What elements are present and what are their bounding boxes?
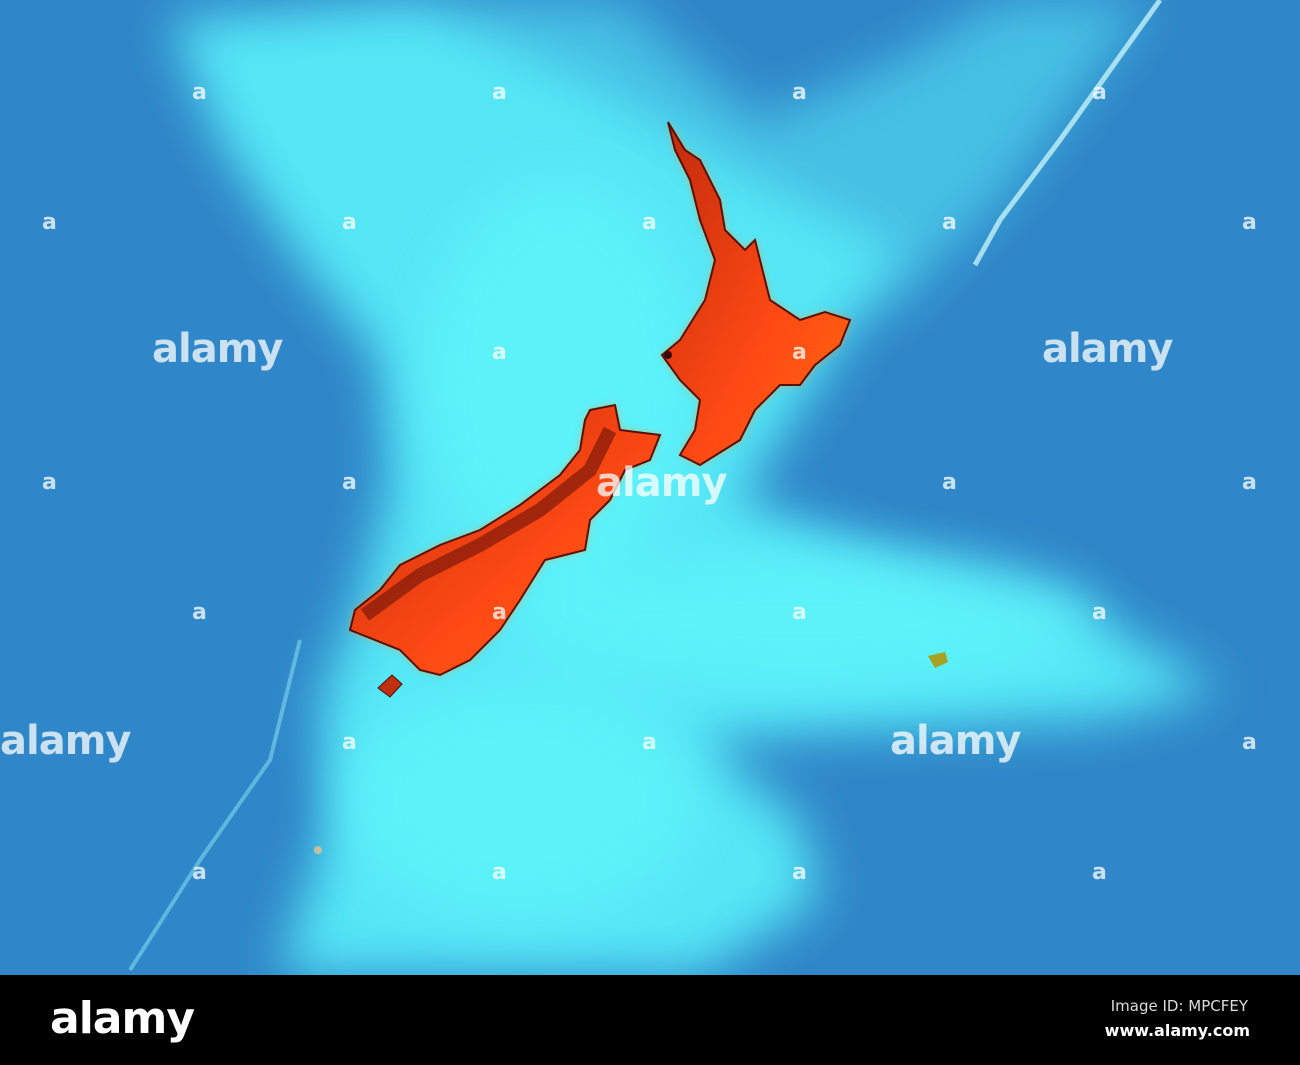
watermark-mark: a <box>192 600 207 625</box>
south-island <box>348 403 662 677</box>
north-island <box>660 121 852 467</box>
ocean-ridge <box>128 639 302 972</box>
watermark-mark: a <box>642 210 657 235</box>
site-url: www.alamy.com <box>1104 1021 1250 1040</box>
image-id: Image ID: MPCFEY <box>1110 997 1248 1015</box>
watermark-mark: a <box>1242 470 1257 495</box>
watermark: alamy <box>596 460 727 506</box>
watermark-mark: a <box>492 80 507 105</box>
watermark-mark: a <box>492 860 507 885</box>
footer-logo: alamy <box>50 993 195 1044</box>
watermark-mark: a <box>42 470 57 495</box>
watermark-mark: a <box>1092 600 1107 625</box>
watermark-mark: a <box>192 860 207 885</box>
watermark: alamy <box>890 718 1021 764</box>
watermark-mark: a <box>792 860 807 885</box>
watermark-mark: a <box>1092 80 1107 105</box>
watermark-mark: a <box>492 340 507 365</box>
chatham-islands <box>928 652 948 668</box>
watermark-mark: a <box>792 600 807 625</box>
shelf-core <box>340 180 1100 920</box>
watermark: alamy <box>152 326 283 372</box>
auckland-islands <box>314 846 322 854</box>
watermark-mark: a <box>942 210 957 235</box>
watermark-mark: a <box>792 80 807 105</box>
watermark-mark: a <box>342 210 357 235</box>
watermark-mark: a <box>642 730 657 755</box>
watermark-mark: a <box>942 470 957 495</box>
footer-bar: alamy Image ID: MPCFEY www.alamy.com <box>0 975 1300 1065</box>
watermark-mark: a <box>342 730 357 755</box>
watermark-mark: a <box>192 80 207 105</box>
watermark-mark: a <box>492 600 507 625</box>
watermark-mark: a <box>1092 860 1107 885</box>
satellite-map-new-zealand <box>0 0 1300 975</box>
watermark-mark: a <box>42 210 57 235</box>
stewart-island <box>377 674 403 698</box>
watermark-mark: a <box>792 340 807 365</box>
watermark-mark: a <box>342 470 357 495</box>
watermark-mark: a <box>1242 210 1257 235</box>
watermark-mark: a <box>1242 730 1257 755</box>
watermark: alamy <box>0 718 131 764</box>
watermark: alamy <box>1042 326 1173 372</box>
ocean-trench <box>972 0 1163 267</box>
